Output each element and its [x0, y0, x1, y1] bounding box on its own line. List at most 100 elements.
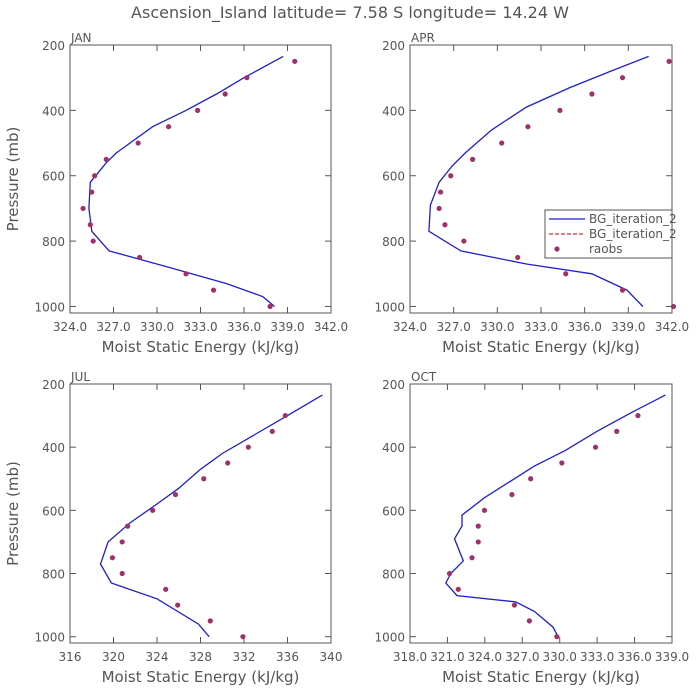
plot-frame — [409, 383, 673, 644]
raobs-point — [119, 539, 125, 545]
x-tick-label: 324.0 — [393, 320, 427, 334]
plot-frame — [69, 44, 332, 314]
x-axis-label: Moist Static Energy (kJ/kg) — [442, 668, 640, 686]
raobs-point — [269, 428, 275, 434]
raobs-point — [563, 271, 569, 277]
raobs-point — [509, 491, 515, 498]
legend-entry: BG_iteration_2 — [549, 227, 677, 241]
x-tick-label: 320 — [102, 650, 125, 664]
x-tick-label: 324 — [146, 650, 169, 664]
y-tick-label: 600 — [42, 170, 65, 184]
y-tick-label: 1000 — [34, 300, 65, 314]
raobs-point — [526, 618, 532, 624]
raobs-point — [201, 476, 207, 482]
plot-frame — [409, 44, 673, 314]
panel-jan: JAN 324.0 327.0 330.0 333.0 336.0 339.0 342.0 20… — [4, 31, 348, 356]
x-tick-label: 330.0 — [480, 320, 514, 334]
y-tick-label: 800 — [382, 235, 405, 249]
x-tick-label: 328 — [189, 650, 212, 664]
raobs-point — [475, 523, 481, 529]
raobs-point — [592, 444, 599, 450]
raobs-point — [448, 173, 454, 179]
raobs-point — [469, 156, 476, 162]
y-tick-label: 400 — [382, 104, 405, 118]
y-tick-label: 600 — [382, 504, 405, 518]
y-tick-label: 200 — [382, 39, 405, 53]
y-axis-label: Pressure (mb) — [4, 461, 22, 566]
y-tick-label: 400 — [42, 104, 65, 118]
raobs-point — [210, 287, 217, 293]
raobs-point — [245, 444, 251, 450]
raobs-point — [557, 107, 563, 113]
raobs-point — [442, 222, 448, 228]
x-tick-label: 316 — [59, 650, 82, 664]
x-tick-label: 324.0 — [53, 320, 87, 334]
legend-box — [544, 209, 673, 259]
legend-marker — [554, 246, 560, 252]
legend-label: BG_iteration_2 — [589, 227, 677, 241]
raobs-point — [511, 602, 518, 608]
legend-entry: raobs — [554, 242, 623, 256]
raobs-point — [135, 140, 141, 146]
raobs-point — [87, 222, 93, 228]
raobs-point — [635, 412, 641, 419]
raobs-point — [292, 58, 298, 64]
x-axis-label: Moist Static Energy (kJ/kg) — [102, 338, 300, 356]
panel-title: OCT — [411, 370, 437, 384]
raobs-point — [614, 428, 620, 434]
raobs-point — [515, 254, 521, 261]
panel-title: JAN — [70, 31, 92, 45]
x-tick-label: 330.0 — [140, 320, 174, 334]
raobs-point — [244, 75, 250, 81]
x-tick-label: 340 — [320, 650, 343, 664]
raobs-point — [240, 634, 246, 640]
raobs-point — [461, 238, 467, 244]
x-tick-label: 336.0 — [567, 320, 601, 334]
raobs-point — [150, 507, 156, 513]
x-tick-label: 339.0 — [270, 320, 304, 334]
x-tick-label: 332 — [233, 650, 256, 664]
raobs-point — [92, 173, 98, 179]
raobs-point — [225, 460, 231, 466]
raobs-point — [446, 570, 453, 577]
y-tick-label: 800 — [42, 235, 65, 249]
raobs-point — [125, 523, 131, 529]
plot-frame — [69, 383, 332, 644]
raobs-point — [475, 539, 481, 545]
raobs-point — [619, 75, 626, 81]
y-tick-label: 400 — [42, 441, 65, 455]
y-axis-label: Pressure (mb) — [4, 127, 22, 232]
x-tick-label: 336 — [276, 650, 299, 664]
x-tick-label: 339.0 — [611, 320, 645, 334]
y-tick-label: 200 — [382, 378, 405, 392]
series-line — [88, 55, 284, 307]
x-tick-label: 327.0 — [96, 320, 130, 334]
x-tick-label: 333.0 — [580, 650, 614, 664]
x-tick-label: 327.0 — [505, 650, 539, 664]
raobs-point — [469, 555, 475, 561]
x-tick-label: 324.0 — [468, 650, 502, 664]
x-tick-label: 333.0 — [183, 320, 217, 334]
y-tick-label: 400 — [382, 441, 405, 455]
raobs-point — [619, 287, 626, 293]
x-tick-label: 336.0 — [617, 650, 651, 664]
y-tick-label: 600 — [42, 504, 65, 518]
raobs-point — [525, 124, 531, 130]
x-tick-label: 342.0 — [314, 320, 348, 334]
series-line — [445, 394, 666, 638]
panel-oct: OCT 318.0 321.0 324.0 327.0 330.0 333.0 336.0 33… — [374, 370, 689, 686]
panel-apr: APR 324.0 327.0 330.0 333.0 336.0 339.0 342.0 20… — [374, 31, 689, 356]
y-tick-label: 1000 — [34, 631, 65, 645]
legend-entry: BG_iteration_2 — [549, 212, 677, 226]
x-axis-label: Moist Static Energy (kJ/kg) — [102, 668, 300, 686]
y-tick-label: 600 — [382, 170, 405, 184]
x-tick-label: 318.0 — [393, 650, 427, 664]
raobs-point — [455, 586, 461, 592]
raobs-point — [163, 586, 169, 592]
x-tick-label: 336.0 — [227, 320, 261, 334]
y-tick-label: 200 — [42, 39, 65, 53]
raobs-point — [436, 205, 442, 212]
